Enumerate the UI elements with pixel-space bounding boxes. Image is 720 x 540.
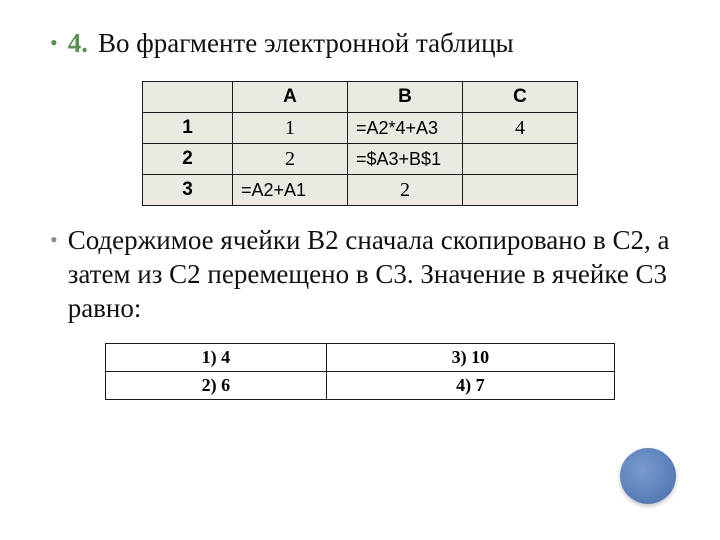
cell bbox=[463, 144, 578, 175]
bullet-icon: • bbox=[50, 229, 58, 251]
corner-cell bbox=[143, 82, 233, 113]
bullet-icon: • bbox=[50, 32, 58, 54]
cell: =А2*4+А3 bbox=[348, 113, 463, 144]
cell: =$А3+В$1 bbox=[348, 144, 463, 175]
answer-option[interactable]: 3) 10 bbox=[326, 344, 614, 372]
row-header: 3 bbox=[143, 175, 233, 206]
cell bbox=[463, 175, 578, 206]
cell: 2 bbox=[348, 175, 463, 206]
answer-option[interactable]: 2) 6 bbox=[106, 372, 327, 400]
answers-container: 1) 4 3) 10 2) 6 4) 7 bbox=[50, 343, 670, 400]
answer-option[interactable]: 4) 7 bbox=[326, 372, 614, 400]
spreadsheet-container: А В С 1 1 =А2*4+А3 4 2 2 =$А3+В$1 3 =А2+… bbox=[50, 81, 670, 206]
question-number: 4. bbox=[68, 28, 88, 58]
next-button[interactable] bbox=[620, 448, 676, 504]
row-header: 2 bbox=[143, 144, 233, 175]
table-row: 2) 6 4) 7 bbox=[106, 372, 615, 400]
cell: =А2+А1 bbox=[233, 175, 348, 206]
table-row: 1 1 =А2*4+А3 4 bbox=[143, 113, 578, 144]
answer-option[interactable]: 1) 4 bbox=[106, 344, 327, 372]
table-row: А В С bbox=[143, 82, 578, 113]
col-header: А bbox=[233, 82, 348, 113]
col-header: В bbox=[348, 82, 463, 113]
table-row: 3 =А2+А1 2 bbox=[143, 175, 578, 206]
cell: 1 bbox=[233, 113, 348, 144]
cell: 2 bbox=[233, 144, 348, 175]
question-body-line: • Содержимое ячейки В2 сначала скопирова… bbox=[50, 224, 670, 325]
question-heading: • 4. Во фрагменте электронной таблицы bbox=[50, 28, 670, 59]
row-header: 1 bbox=[143, 113, 233, 144]
spreadsheet-table: А В С 1 1 =А2*4+А3 4 2 2 =$А3+В$1 3 =А2+… bbox=[142, 81, 578, 206]
question-body: Содержимое ячейки В2 сначала скопировано… bbox=[68, 224, 670, 325]
question-title: Во фрагменте электронной таблицы bbox=[98, 28, 514, 58]
table-row: 1) 4 3) 10 bbox=[106, 344, 615, 372]
answers-table: 1) 4 3) 10 2) 6 4) 7 bbox=[105, 343, 615, 400]
col-header: С bbox=[463, 82, 578, 113]
cell: 4 bbox=[463, 113, 578, 144]
table-row: 2 2 =$А3+В$1 bbox=[143, 144, 578, 175]
